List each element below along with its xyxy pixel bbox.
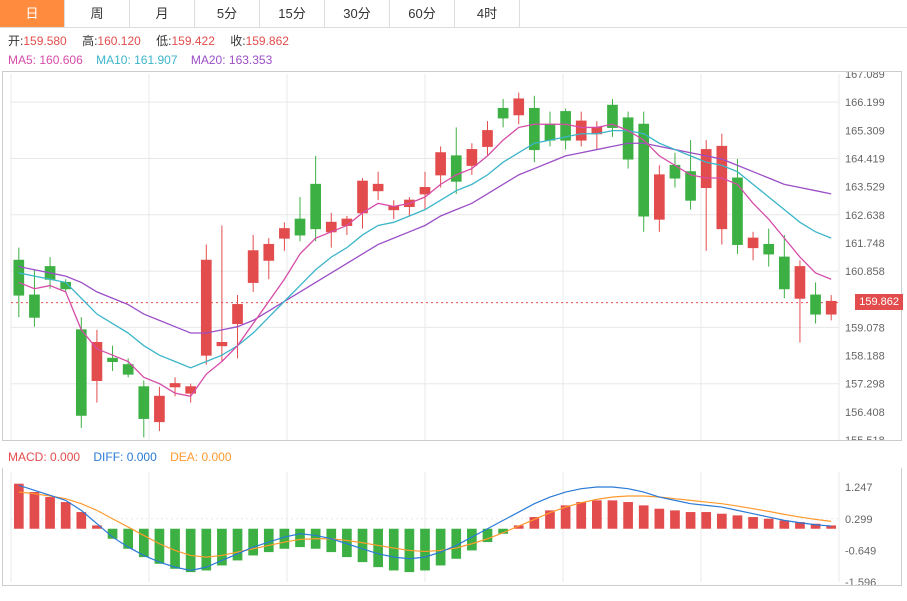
ma10-label: MA10: 161.907 (96, 53, 177, 67)
tab-30分[interactable]: 30分 (325, 0, 390, 27)
ma5-label: MA5: 160.606 (8, 53, 83, 67)
ma20-label: MA20: 163.353 (191, 53, 272, 67)
open-value: 159.580 (23, 34, 66, 48)
close-label: 收: (230, 34, 245, 48)
svg-text:159.078: 159.078 (845, 322, 885, 334)
high-value: 160.120 (97, 34, 140, 48)
svg-text:155.518: 155.518 (845, 435, 885, 441)
candlestick-chart[interactable]: 167.089 166.199 165.309 164.419 163.529 162.6… (2, 71, 902, 441)
svg-text:157.298: 157.298 (845, 379, 885, 391)
timeframe-tabs: 日周月5分15分30分60分4时 (0, 0, 907, 28)
tab-月[interactable]: 月 (130, 0, 195, 27)
macd-row: MACD: 0.000 DIFF: 0.000 DEA: 0.000 (0, 446, 907, 468)
tab-4时[interactable]: 4时 (455, 0, 520, 27)
tab-60分[interactable]: 60分 (390, 0, 455, 27)
tab-5分[interactable]: 5分 (195, 0, 260, 27)
low-value: 159.422 (172, 34, 215, 48)
tab-日[interactable]: 日 (0, 0, 65, 27)
open-label: 开: (8, 34, 23, 48)
diff-label: DIFF: 0.000 (93, 450, 156, 464)
svg-text:167.089: 167.089 (845, 71, 885, 81)
high-label: 高: (82, 34, 97, 48)
ma-row: MA5: 160.606 MA10: 161.907 MA20: 163.353 (0, 53, 907, 71)
svg-text:161.748: 161.748 (845, 238, 885, 250)
ohlc-row: 开:159.580 高:160.120 低:159.422 收:159.862 (0, 28, 907, 53)
svg-text:164.419: 164.419 (845, 153, 885, 165)
current-price-tag: 159.862 (855, 294, 903, 310)
svg-text:160.858: 160.858 (845, 266, 885, 278)
svg-text:163.529: 163.529 (845, 182, 885, 194)
tab-周[interactable]: 周 (65, 0, 130, 27)
macd-label: MACD: 0.000 (8, 450, 80, 464)
svg-text:0.299: 0.299 (845, 514, 873, 526)
low-label: 低: (156, 34, 171, 48)
svg-text:166.199: 166.199 (845, 97, 885, 109)
svg-text:165.309: 165.309 (845, 125, 885, 137)
svg-text:1.247: 1.247 (845, 482, 873, 494)
svg-text:-1.596: -1.596 (845, 577, 876, 586)
tab-15分[interactable]: 15分 (260, 0, 325, 27)
macd-chart[interactable]: 1.247 0.299 -0.649 -1.596 (2, 468, 902, 586)
dea-label: DEA: 0.000 (170, 450, 231, 464)
svg-text:156.408: 156.408 (845, 407, 885, 419)
svg-text:158.188: 158.188 (845, 351, 885, 363)
close-value: 159.862 (246, 34, 289, 48)
svg-text:162.638: 162.638 (845, 210, 885, 222)
main-chart-wrap: 167.089 166.199 165.309 164.419 163.529 162.6… (0, 71, 907, 446)
svg-text:-0.649: -0.649 (845, 545, 876, 557)
